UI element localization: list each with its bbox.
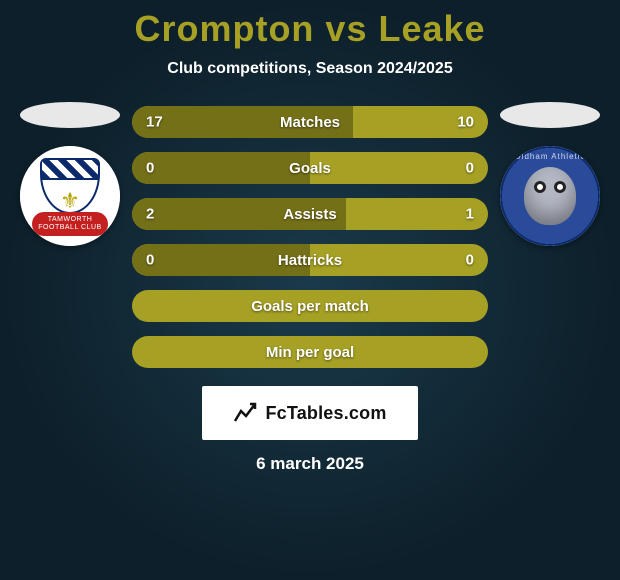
owl-icon: [524, 167, 576, 225]
stat-row: 2 Assists 1: [132, 198, 488, 230]
crest-left-line2: FOOTBALL CLUB: [38, 224, 101, 232]
stat-label: Goals: [289, 160, 331, 177]
fctables-badge: FcTables.com: [202, 386, 418, 440]
stat-value-right: 10: [457, 114, 474, 131]
stat-label: Assists: [283, 206, 336, 223]
page-title: Crompton vs Leake: [0, 0, 620, 50]
stat-row: Min per goal: [132, 336, 488, 368]
crest-left: ⚜ TAMWORTH FOOTBALL CLUB: [20, 146, 120, 246]
stat-value-right: 1: [466, 206, 474, 223]
crest-left-line1: TAMWORTH: [48, 216, 93, 224]
stat-value-right: 0: [466, 160, 474, 177]
player-left-col: ⚜ TAMWORTH FOOTBALL CLUB: [10, 102, 130, 246]
crest-right: Oldham Athletic: [500, 146, 600, 246]
player-left-silhouette: [20, 102, 120, 128]
comparison-panel: ⚜ TAMWORTH FOOTBALL CLUB Oldham Athletic…: [0, 106, 620, 368]
stat-label: Goals per match: [251, 298, 369, 315]
stat-fill-left: [132, 152, 310, 184]
subtitle: Club competitions, Season 2024/2025: [0, 60, 620, 78]
chart-icon: [233, 401, 257, 425]
player-right-col: Oldham Athletic: [490, 102, 610, 246]
stats-column: 17Matches100Goals02Assists10Hattricks0Go…: [132, 106, 488, 368]
stat-row: 0 Hattricks 0: [132, 244, 488, 276]
stat-value-left: 17: [146, 114, 163, 131]
stat-label: Matches: [280, 114, 340, 131]
stat-value-left: 2: [146, 206, 154, 223]
stat-value-right: 0: [466, 252, 474, 269]
stat-value-left: 0: [146, 160, 154, 177]
stat-label: Min per goal: [266, 344, 354, 361]
stat-label: Hattricks: [278, 252, 342, 269]
crest-oldham-icon: Oldham Athletic: [500, 146, 600, 246]
player-right-silhouette: [500, 102, 600, 128]
crest-right-ring: Oldham Athletic: [500, 152, 600, 161]
date-text: 6 march 2025: [0, 454, 620, 474]
stat-row: 17 Matches 10: [132, 106, 488, 138]
stat-row: Goals per match: [132, 290, 488, 322]
stat-value-left: 0: [146, 252, 154, 269]
crest-tamworth-icon: ⚜ TAMWORTH FOOTBALL CLUB: [28, 154, 112, 238]
fctables-text: FcTables.com: [265, 403, 386, 424]
stat-row: 0 Goals 0: [132, 152, 488, 184]
